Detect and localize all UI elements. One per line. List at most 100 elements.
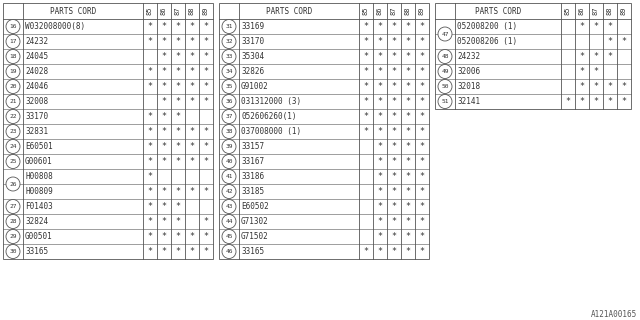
Text: 26: 26 xyxy=(9,181,17,187)
Text: *: * xyxy=(364,52,369,61)
Text: PARTS CORD: PARTS CORD xyxy=(266,6,312,15)
Text: *: * xyxy=(392,37,397,46)
Text: *: * xyxy=(579,97,584,106)
Text: 89: 89 xyxy=(419,7,425,15)
Text: F01403: F01403 xyxy=(25,202,52,211)
Text: *: * xyxy=(406,37,410,46)
Text: *: * xyxy=(204,67,209,76)
Text: 89: 89 xyxy=(203,7,209,15)
Circle shape xyxy=(438,94,452,108)
Text: 25: 25 xyxy=(9,159,17,164)
Text: 86: 86 xyxy=(377,7,383,15)
Text: *: * xyxy=(406,157,410,166)
Circle shape xyxy=(222,140,236,154)
Circle shape xyxy=(6,244,20,259)
Circle shape xyxy=(6,94,20,108)
Text: *: * xyxy=(161,97,166,106)
Text: *: * xyxy=(204,37,209,46)
Text: *: * xyxy=(204,142,209,151)
Text: *: * xyxy=(364,247,369,256)
Circle shape xyxy=(6,35,20,49)
Text: *: * xyxy=(378,127,383,136)
Text: G71302: G71302 xyxy=(241,217,269,226)
Text: *: * xyxy=(392,172,397,181)
Text: 052606260(1): 052606260(1) xyxy=(241,112,296,121)
Circle shape xyxy=(438,79,452,93)
Text: *: * xyxy=(161,202,166,211)
Text: *: * xyxy=(419,232,424,241)
Text: 33: 33 xyxy=(225,54,233,59)
Text: *: * xyxy=(406,202,410,211)
Text: *: * xyxy=(392,232,397,241)
Bar xyxy=(435,3,631,109)
Text: 88: 88 xyxy=(607,7,613,15)
Text: 24046: 24046 xyxy=(25,82,48,91)
Text: *: * xyxy=(175,187,180,196)
Text: *: * xyxy=(419,37,424,46)
Text: 32831: 32831 xyxy=(25,127,48,136)
Text: *: * xyxy=(419,97,424,106)
Text: 86: 86 xyxy=(579,7,585,15)
Text: *: * xyxy=(147,187,152,196)
Text: *: * xyxy=(419,142,424,151)
Text: *: * xyxy=(378,142,383,151)
Text: *: * xyxy=(406,232,410,241)
Circle shape xyxy=(222,170,236,183)
Text: *: * xyxy=(147,37,152,46)
Text: *: * xyxy=(566,97,570,106)
Text: G71502: G71502 xyxy=(241,232,269,241)
Text: 38: 38 xyxy=(225,129,233,134)
Text: *: * xyxy=(189,97,195,106)
Circle shape xyxy=(222,79,236,93)
Text: *: * xyxy=(378,232,383,241)
Text: *: * xyxy=(161,112,166,121)
Circle shape xyxy=(222,20,236,34)
Text: *: * xyxy=(378,67,383,76)
Text: *: * xyxy=(419,127,424,136)
Text: *: * xyxy=(175,232,180,241)
Text: *: * xyxy=(161,52,166,61)
Text: *: * xyxy=(175,67,180,76)
Text: *: * xyxy=(204,217,209,226)
Text: *: * xyxy=(406,142,410,151)
Text: *: * xyxy=(204,247,209,256)
Text: *: * xyxy=(204,82,209,91)
Text: *: * xyxy=(147,157,152,166)
Text: *: * xyxy=(406,82,410,91)
Text: *: * xyxy=(364,127,369,136)
Circle shape xyxy=(222,109,236,124)
Text: 40: 40 xyxy=(225,159,233,164)
Text: 35304: 35304 xyxy=(241,52,264,61)
Circle shape xyxy=(222,199,236,213)
Circle shape xyxy=(438,27,452,41)
Text: *: * xyxy=(147,172,152,181)
Text: *: * xyxy=(392,142,397,151)
Text: *: * xyxy=(621,97,627,106)
Text: 45: 45 xyxy=(225,234,233,239)
Text: *: * xyxy=(147,202,152,211)
Text: 32006: 32006 xyxy=(457,67,480,76)
Text: 85: 85 xyxy=(565,7,571,15)
Text: *: * xyxy=(593,52,598,61)
Text: *: * xyxy=(189,22,195,31)
Circle shape xyxy=(6,124,20,139)
Text: PARTS CORD: PARTS CORD xyxy=(50,6,96,15)
Text: A121A00165: A121A00165 xyxy=(591,310,637,319)
Text: *: * xyxy=(419,202,424,211)
Text: *: * xyxy=(161,82,166,91)
Circle shape xyxy=(222,35,236,49)
Text: *: * xyxy=(175,22,180,31)
Text: 44: 44 xyxy=(225,219,233,224)
Text: *: * xyxy=(204,232,209,241)
Text: *: * xyxy=(607,82,612,91)
Text: 19: 19 xyxy=(9,69,17,74)
Circle shape xyxy=(222,185,236,198)
Circle shape xyxy=(222,65,236,78)
Text: 037008000 (1): 037008000 (1) xyxy=(241,127,301,136)
Text: *: * xyxy=(419,187,424,196)
Text: *: * xyxy=(175,217,180,226)
Text: 33165: 33165 xyxy=(241,247,264,256)
Text: *: * xyxy=(378,187,383,196)
Text: *: * xyxy=(419,247,424,256)
Text: *: * xyxy=(378,82,383,91)
